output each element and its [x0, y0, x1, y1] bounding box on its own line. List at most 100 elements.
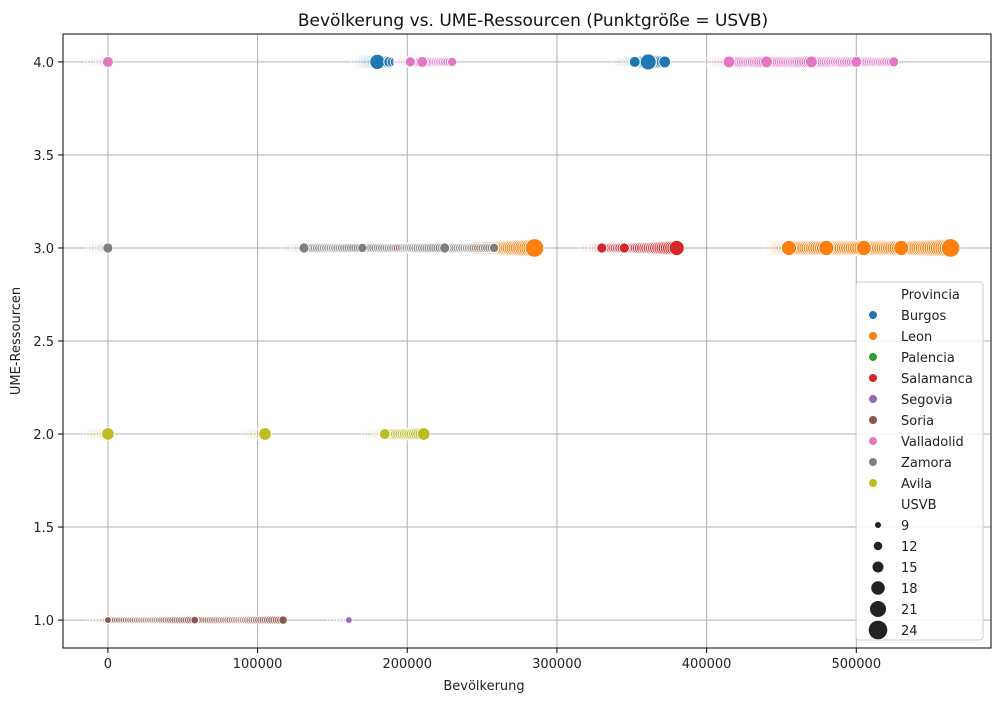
- y-axis: 1.0 1.5 2.0 2.5 3.0 3.5 4.0: [33, 56, 63, 629]
- y-tick-label: 3.5: [33, 149, 54, 164]
- data-point-trail: [146, 616, 155, 625]
- data-point: [618, 242, 630, 254]
- series-zamora: [84, 242, 500, 254]
- data-point: [404, 56, 416, 68]
- data-point: [439, 242, 451, 254]
- data-point-trail: [205, 615, 215, 625]
- data-point-trail: [157, 616, 166, 625]
- data-point-fade: [360, 428, 373, 440]
- legend-entry: Burgos: [901, 309, 946, 324]
- data-point-fade: [87, 242, 99, 254]
- legend-size-entry: 12: [901, 540, 918, 555]
- data-point-trail: [139, 616, 148, 625]
- data-point-trail: [132, 616, 141, 625]
- x-tick-label: 400000: [682, 657, 732, 672]
- data-point-fade: [240, 427, 254, 441]
- data-point-fade: [616, 55, 629, 68]
- data-point-trail: [163, 615, 173, 625]
- data-point-fade: [89, 616, 97, 624]
- data-point-fade: [86, 55, 99, 68]
- legend-size-entry: 15: [901, 561, 918, 576]
- data-point-trail: [210, 615, 219, 625]
- data-point-fade: [578, 242, 590, 254]
- legend-entry: Valladolid: [901, 435, 964, 450]
- data-point-trail: [221, 615, 231, 625]
- legend-marker: [869, 353, 877, 361]
- legend: Provincia Burgos Leon Palencia Salamanca Sego…: [855, 281, 984, 641]
- data-point: [344, 616, 353, 625]
- data-point-fade: [92, 616, 100, 624]
- data-point: [893, 239, 910, 257]
- data-point-trail: [148, 616, 157, 625]
- legend-size-marker: [873, 541, 883, 551]
- data-point-trail: [219, 615, 228, 625]
- data-point: [102, 242, 114, 254]
- data-point: [524, 238, 545, 258]
- data-point-fade: [386, 56, 398, 68]
- data-point-fade: [89, 55, 102, 68]
- data-point: [658, 55, 672, 69]
- data-point-trail: [143, 616, 152, 625]
- data-point: [780, 239, 798, 257]
- y-axis-label: UME-Ressourcen: [9, 287, 24, 395]
- data-point-fade: [330, 616, 338, 624]
- data-point: [940, 238, 961, 258]
- x-tick-label: 500000: [831, 657, 881, 672]
- legend-entry: Palencia: [901, 351, 955, 366]
- data-point: [258, 427, 272, 441]
- legend-entry: Segovia: [901, 393, 953, 408]
- series-burgos: [351, 53, 672, 71]
- legend-size-entry: 21: [901, 603, 918, 618]
- data-point-trail: [152, 616, 161, 625]
- y-tick-label: 2.0: [33, 428, 54, 443]
- legend-size-title: USVB: [901, 498, 937, 513]
- data-point-trail: [161, 615, 170, 625]
- y-tick-label: 3.0: [33, 242, 54, 257]
- data-point-fade: [610, 55, 623, 68]
- legend-title: Provincia: [901, 288, 960, 303]
- y-tick-label: 1.5: [33, 521, 54, 536]
- data-point: [101, 55, 114, 68]
- data-point-fade: [327, 616, 335, 624]
- chart-title: Bevölkerung vs. UME-Ressourcen (Punktgrö…: [298, 11, 768, 31]
- series-avila: [83, 427, 431, 441]
- data-point: [378, 428, 391, 441]
- legend-entry: Zamora: [901, 456, 952, 471]
- data-point-fade: [243, 427, 257, 441]
- legend-size-marker: [871, 581, 885, 595]
- series-salamanca: [88, 239, 685, 257]
- data-point: [278, 615, 288, 625]
- x-tick-label: 300000: [532, 657, 582, 672]
- data-point-fade: [336, 616, 344, 624]
- data-point-fade: [86, 616, 94, 624]
- series-soria: [86, 615, 288, 625]
- data-point-trail: [137, 616, 146, 625]
- data-point: [298, 242, 310, 254]
- data-point-fade: [762, 239, 779, 256]
- legend-size-entry: 24: [901, 624, 918, 639]
- legend-marker: [869, 395, 877, 403]
- data-point: [488, 242, 500, 254]
- data-point-fade: [389, 56, 401, 68]
- x-axis: 0 100000 200000 300000 400000 500000: [104, 648, 881, 672]
- data-point: [416, 427, 431, 441]
- data-point: [760, 55, 773, 69]
- legend-entry: Avila: [901, 477, 932, 492]
- data-point-trail: [135, 616, 144, 625]
- data-point-trail: [203, 615, 213, 625]
- data-point: [190, 615, 200, 625]
- data-point-fade: [95, 616, 103, 624]
- data-point-trail: [199, 615, 208, 625]
- data-point: [446, 56, 458, 68]
- legend-marker: [869, 416, 877, 424]
- data-point-fade: [363, 428, 376, 440]
- data-point-trail: [130, 616, 139, 625]
- data-point-fade: [351, 53, 368, 70]
- data-point: [888, 56, 900, 68]
- legend-marker: [869, 437, 877, 445]
- x-tick-label: 200000: [382, 657, 432, 672]
- legend-frame: [855, 281, 984, 641]
- data-point-trail: [166, 615, 175, 625]
- legend-size-marker: [875, 522, 881, 528]
